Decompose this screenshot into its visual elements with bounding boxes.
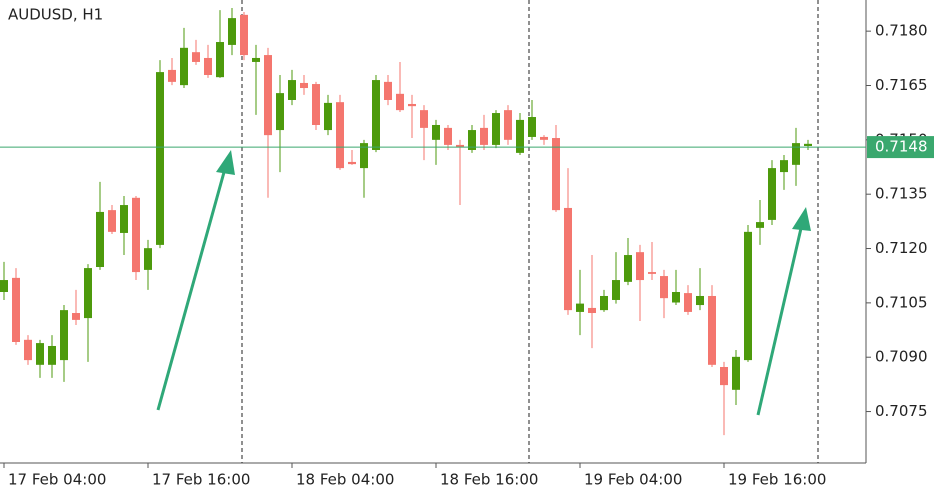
candle-body (12, 277, 20, 342)
candle-body (420, 110, 428, 128)
candle-body (192, 52, 200, 62)
x-tick-label: 19 Feb 16:00 (728, 471, 826, 489)
candle-body (336, 102, 344, 169)
candle-body (564, 207, 572, 311)
candle-body (588, 307, 596, 314)
candle-body (576, 303, 584, 312)
candle-body (432, 124, 440, 140)
candle-body (408, 103, 416, 107)
candle-body (108, 210, 116, 232)
candle-body (636, 252, 644, 281)
y-tick-label: 0.7180 (875, 22, 928, 40)
candle-body (648, 272, 656, 274)
current-price-box (867, 136, 934, 159)
candle-body (540, 136, 548, 140)
y-tick-label: 0.7120 (875, 239, 928, 257)
candle-body (300, 82, 308, 89)
candle-body (276, 93, 284, 131)
candle-body (600, 295, 608, 311)
candle-body (312, 84, 320, 125)
candle-body (144, 248, 152, 270)
candle-body (240, 14, 248, 56)
candle-body (456, 144, 464, 148)
candle-body (708, 295, 716, 365)
candle-body (120, 205, 128, 233)
arrow (156, 164, 228, 411)
candle-body (0, 280, 8, 293)
candle-body (228, 18, 236, 45)
candle-body (84, 268, 92, 319)
candle-body (720, 366, 728, 386)
candle-body (444, 127, 452, 145)
candle-body (156, 72, 164, 245)
candle-body (252, 57, 260, 62)
y-tick-label: 0.7075 (875, 402, 928, 420)
candle-body (756, 222, 764, 228)
candle-body (696, 295, 704, 306)
candle-body (324, 102, 332, 131)
candle-body (624, 255, 632, 282)
candle-body (60, 310, 68, 361)
candle-body (24, 339, 32, 361)
candle-body (768, 168, 776, 220)
candle-body (216, 42, 224, 78)
x-tick-label: 18 Feb 16:00 (440, 471, 538, 489)
candle-body (360, 143, 368, 169)
candle-body (672, 292, 680, 303)
x-tick-label: 17 Feb 04:00 (8, 471, 106, 489)
candle-body (384, 81, 392, 100)
candle-body (804, 143, 812, 147)
candle-body (744, 231, 752, 361)
x-tick-label: 17 Feb 16:00 (152, 471, 250, 489)
candle-body (48, 345, 56, 365)
candle-body (168, 69, 176, 82)
candle-body (780, 160, 788, 173)
y-tick-label: 0.7105 (875, 293, 928, 311)
candle-body (504, 110, 512, 140)
candle-body (396, 93, 404, 111)
candle-body (36, 343, 44, 365)
candle-body (552, 138, 560, 211)
candle-body (180, 47, 188, 86)
current-price-label: 0.7148 (875, 138, 928, 156)
candle-body (468, 130, 476, 150)
candle-body (372, 80, 380, 150)
y-tick-label: 0.7135 (875, 185, 928, 203)
candle-body (96, 211, 104, 268)
candle-body (72, 313, 80, 320)
candle-body (348, 161, 356, 165)
candle-body (792, 143, 800, 165)
x-tick-label: 19 Feb 04:00 (584, 471, 682, 489)
candle-body (528, 117, 536, 137)
arrow-head (216, 150, 235, 175)
arrow (756, 223, 804, 416)
candle-body (660, 276, 668, 299)
candle-body (732, 356, 740, 390)
candle-body (204, 57, 212, 75)
arrow-head (792, 207, 811, 231)
candle-body (684, 293, 692, 312)
candle-body (132, 197, 140, 273)
candle-body (516, 119, 524, 153)
y-tick-label: 0.7165 (875, 76, 928, 94)
y-tick-label: 0.7090 (875, 348, 928, 366)
candle-body (288, 80, 296, 100)
candle-body (480, 127, 488, 145)
candle-body (612, 280, 620, 300)
x-tick-label: 18 Feb 04:00 (296, 471, 394, 489)
candle-body (492, 113, 500, 145)
candle-body (264, 55, 272, 136)
chart-title: AUDUSD, H1 (8, 6, 103, 24)
